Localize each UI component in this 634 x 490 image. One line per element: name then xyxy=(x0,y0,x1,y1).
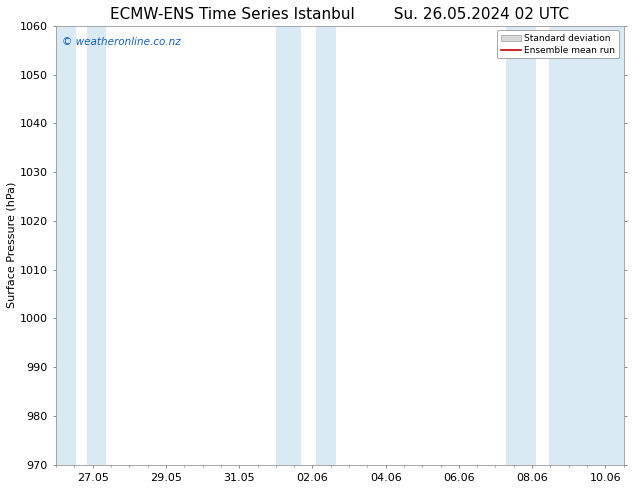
Text: © weatheronline.co.nz: © weatheronline.co.nz xyxy=(62,37,181,47)
Legend: Standard deviation, Ensemble mean run: Standard deviation, Ensemble mean run xyxy=(498,30,619,58)
Y-axis label: Surface Pressure (hPa): Surface Pressure (hPa) xyxy=(7,182,17,309)
Bar xyxy=(507,26,536,465)
Title: ECMW-ENS Time Series Istanbul        Su. 26.05.2024 02 UTC: ECMW-ENS Time Series Istanbul Su. 26.05.… xyxy=(110,7,569,22)
Bar xyxy=(316,26,336,465)
Bar xyxy=(87,26,106,465)
Bar xyxy=(56,26,76,465)
Bar xyxy=(548,26,624,465)
Bar xyxy=(276,26,301,465)
